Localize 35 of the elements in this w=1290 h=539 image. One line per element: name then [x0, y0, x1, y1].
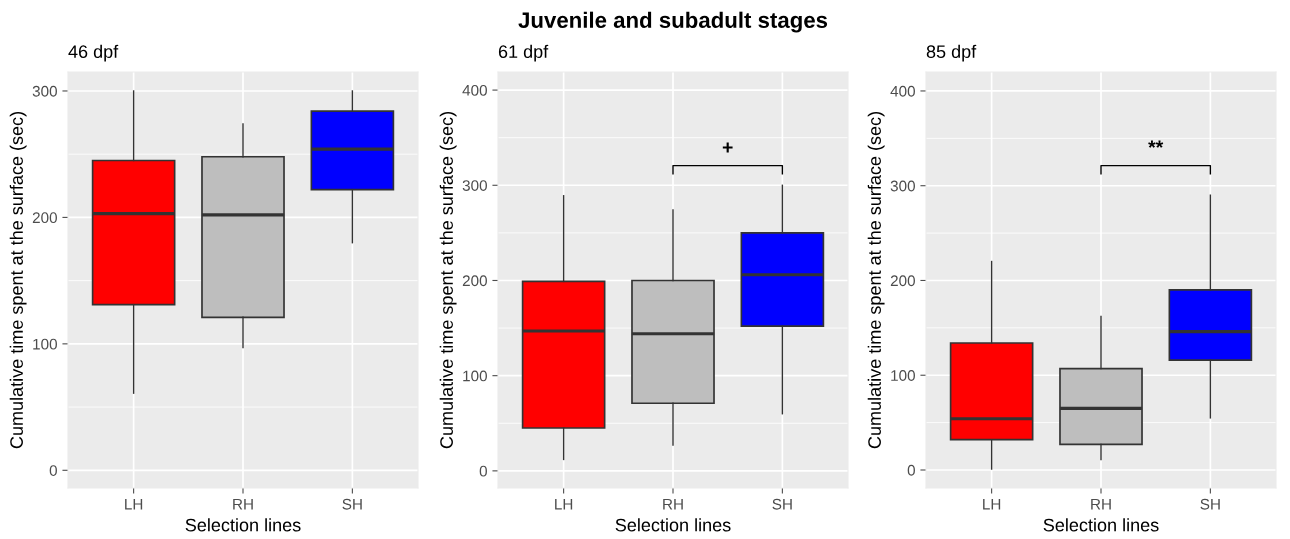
y-tick-label: 100 [891, 370, 915, 381]
y-axis-title: Cumulative time spent at the surface (sec) [439, 112, 457, 449]
y-tick-label: 200 [890, 275, 915, 287]
x-tick-label: SH [342, 498, 362, 510]
annotation: + [722, 142, 733, 153]
y-tick-label: 400 [890, 85, 915, 97]
x-tick-label: LH [125, 498, 143, 510]
x-tick-label: SH [772, 498, 792, 510]
y-tick-label: 0 [907, 464, 915, 476]
x-tick-label: RH [663, 498, 683, 510]
y-tick-label: 400 [462, 84, 487, 96]
chart-title: Juvenile and subadult stages [518, 11, 828, 33]
x-tick-label: RH [1091, 498, 1111, 510]
y-tick-label: 100 [463, 370, 487, 382]
y-tick-label: 0 [49, 465, 57, 476]
y-tick-label: 300 [462, 180, 487, 191]
chart-subtitle: 85 dpf [926, 44, 977, 62]
annotation: ** [1148, 140, 1164, 148]
x-tick-label: SH [1200, 498, 1220, 510]
y-axis-title: Cumulative time spent at the surface (sec) [9, 112, 27, 449]
y-axis-title: Cumulative time spent at the surface (sec) [867, 112, 885, 449]
x-tick-label: LH [983, 498, 1001, 510]
y-tick-label: 300 [890, 180, 915, 192]
chart-subtitle: 46 dpf [68, 44, 119, 62]
y-tick-label: 200 [32, 212, 57, 224]
y-tick-label: 300 [32, 85, 57, 97]
chart-subtitle: 61 dpf [498, 44, 549, 62]
y-tick-label: 0 [479, 465, 487, 477]
x-tick-label: RH [233, 498, 253, 510]
x-axis-title: Selection lines [185, 518, 301, 532]
y-tick-label: 200 [462, 275, 487, 287]
x-axis-title: Selection lines [1043, 518, 1159, 532]
x-tick-label: LH [555, 498, 573, 510]
y-tick-label: 100 [33, 338, 57, 350]
x-axis-title: Selection lines [615, 518, 731, 532]
